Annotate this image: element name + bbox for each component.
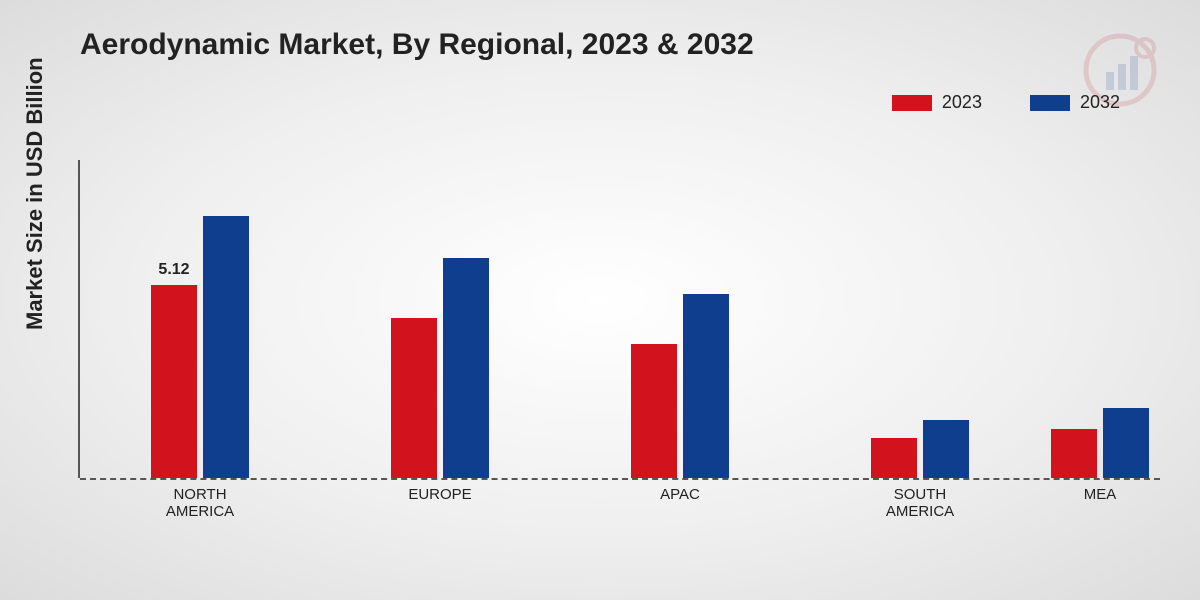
bar-2032-eu — [443, 258, 489, 478]
bar-group-mea — [1051, 408, 1149, 478]
legend-swatch-2032 — [1030, 95, 1070, 111]
legend-item-2023: 2023 — [892, 92, 982, 113]
x-axis-labels: NORTH AMERICA EUROPE APAC SOUTH AMERICA MEA — [80, 480, 1160, 520]
y-axis-line — [78, 160, 80, 478]
x-label-eu: EUROPE — [408, 486, 471, 503]
bar-group-sa — [871, 420, 969, 478]
x-label-mea: MEA — [1084, 486, 1117, 503]
legend-label-2023: 2023 — [942, 92, 982, 113]
bar-2023-na: 5.12 — [151, 285, 197, 478]
bar-group-na: 5.12 — [151, 216, 249, 478]
legend-swatch-2023 — [892, 95, 932, 111]
bar-2023-ap — [631, 344, 677, 478]
bar-2032-na — [203, 216, 249, 478]
bar-2032-sa — [923, 420, 969, 478]
legend-item-2032: 2032 — [1030, 92, 1120, 113]
bar-value-label: 5.12 — [158, 261, 189, 279]
x-label-na: NORTH AMERICA — [166, 486, 234, 521]
y-axis-label: Market Size in USD Billion — [22, 57, 48, 330]
x-label-sa: SOUTH AMERICA — [886, 486, 954, 521]
bar-2032-mea — [1103, 408, 1149, 478]
bar-group-ap — [631, 294, 729, 478]
plot-area: 5.12 — [80, 160, 1160, 480]
bar-2023-eu — [391, 318, 437, 478]
legend: 2023 2032 — [892, 92, 1120, 113]
chart-area: 5.12 NORTH AMERICA EUROPE APAC SOUTH AMERIC… — [80, 160, 1160, 520]
chart-title: Aerodynamic Market, By Regional, 2023 & … — [80, 28, 754, 62]
x-label-ap: APAC — [660, 486, 700, 503]
bar-group-eu — [391, 258, 489, 478]
bar-2023-mea — [1051, 429, 1097, 478]
bar-2032-ap — [683, 294, 729, 478]
bar-2023-sa — [871, 438, 917, 478]
legend-label-2032: 2032 — [1080, 92, 1120, 113]
